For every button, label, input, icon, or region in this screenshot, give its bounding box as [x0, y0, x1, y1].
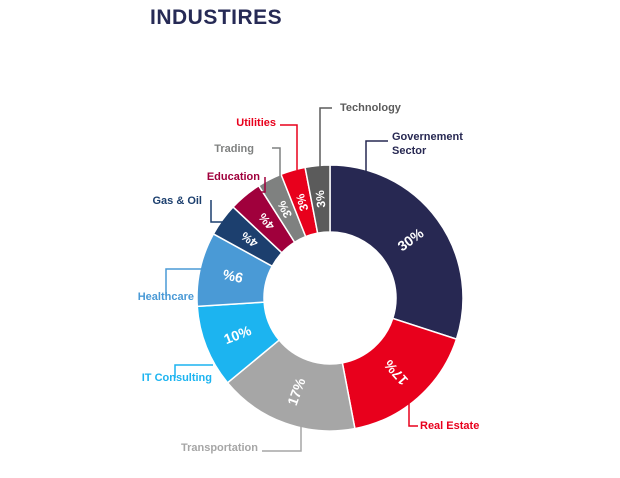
category-label-education: Education: [207, 171, 260, 183]
value-label-healthcare: 9%: [221, 266, 245, 286]
callout-line-trading: [272, 147, 281, 176]
category-label-healthcare: Healthcare: [138, 291, 194, 303]
slice-governement-sector: [329, 164, 464, 341]
category-label-governement-sector: Governement Sector: [392, 131, 463, 157]
donut-slices: [196, 164, 464, 432]
slice-technology: [304, 164, 331, 235]
callout-line-governement-sector: [365, 140, 388, 172]
callout-line-education: [256, 177, 266, 193]
category-label-it-consulting: IT Consulting: [142, 372, 212, 384]
callout-line-transportation: [262, 418, 302, 452]
category-callouts: Governement Sector Real Estate Transportati…: [138, 102, 480, 454]
chart-title: INDUSTIRES: [150, 6, 283, 29]
category-label-gas-oil: Gas & Oil: [152, 195, 202, 207]
category-label-trading: Trading: [214, 143, 254, 155]
callout-line-real-estate: [408, 398, 418, 427]
category-label-utilities: Utilities: [236, 117, 276, 129]
category-label-transportation: Transportation: [181, 442, 258, 454]
callout-line-it-consulting: [174, 364, 213, 378]
category-label-real-estate: Real Estate: [420, 420, 479, 432]
callout-line-utilities: [280, 124, 298, 170]
callout-line-technology: [319, 107, 332, 167]
value-label-utilities: 3%: [293, 192, 311, 213]
callout-line-healthcare: [165, 268, 202, 296]
value-label-technology: 3%: [313, 189, 329, 208]
category-label-technology: Technology: [340, 102, 402, 114]
callout-line-gas-oil: [210, 200, 227, 223]
